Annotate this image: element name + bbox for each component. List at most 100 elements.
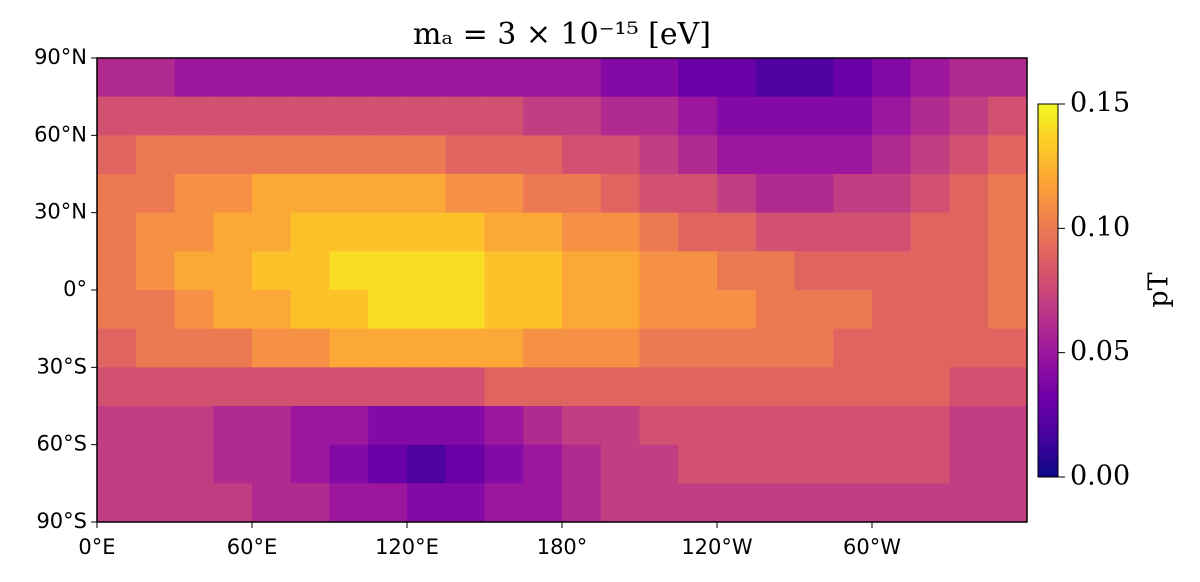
heat-cell [833,483,873,523]
heat-cell [407,367,447,407]
heat-cell [949,367,989,407]
heat-cell [910,367,950,407]
heat-cell [755,328,795,368]
heat-cell [833,135,873,175]
heat-cell [678,251,718,291]
heat-cell [872,251,912,291]
heat-cell [445,135,485,175]
heat-cell [562,174,602,214]
heat-cell [407,328,447,368]
heat-cell [290,290,330,330]
heat-cell [988,212,1028,252]
heat-cell [755,367,795,407]
colorbar-tick-label: 0.15 [1070,88,1130,119]
heat-cell [213,290,253,330]
heat-cell [755,174,795,214]
heat-cell [523,367,563,407]
heat-cell [368,251,408,291]
heat-cell [135,367,175,407]
heat-cell [484,96,524,136]
heat-cell [523,58,563,98]
heat-cell [174,135,214,175]
heat-cell [600,96,640,136]
heat-cell [872,406,912,446]
heat-cell [290,58,330,98]
heat-cell [368,58,408,98]
heat-cell [252,444,292,484]
heat-cell [523,406,563,446]
heat-cell [910,444,950,484]
heat-cell [174,174,214,214]
heat-cell [523,251,563,291]
heat-cell [445,328,485,368]
heat-cell [717,367,757,407]
heat-cell [484,406,524,446]
heat-cell [445,212,485,252]
heat-cell [717,174,757,214]
heat-cell [949,58,989,98]
heat-cell [407,483,447,523]
chart-title: mₐ = 3 × 10⁻¹⁵ [eV] [413,17,711,52]
heat-cell [794,212,834,252]
heat-cell [678,96,718,136]
heat-cell [988,328,1028,368]
heat-cell [910,96,950,136]
heat-cell [329,483,369,523]
heat-cell [678,367,718,407]
heat-cell [639,135,679,175]
heat-cell [368,174,408,214]
heat-cell [484,444,524,484]
heat-cell [910,328,950,368]
heat-cell [562,58,602,98]
heat-cell [988,58,1028,98]
heat-cell [639,406,679,446]
heat-cell [97,251,137,291]
heat-cell [678,290,718,330]
heat-cell [639,483,679,523]
heat-cell [97,174,137,214]
heat-cell [678,135,718,175]
heat-cell [174,96,214,136]
heat-cell [135,290,175,330]
heat-cell [717,251,757,291]
heat-cell [872,290,912,330]
heatmap [97,58,1028,523]
heat-cell [755,290,795,330]
heat-cell [97,367,137,407]
heat-cell [833,251,873,291]
heat-cell [600,406,640,446]
heat-cell [368,212,408,252]
heat-cell [717,212,757,252]
heat-cell [988,367,1028,407]
heat-cell [988,251,1028,291]
heat-cell [135,483,175,523]
heat-cell [988,135,1028,175]
heat-cell [484,212,524,252]
heat-cell [872,58,912,98]
heat-cell [213,406,253,446]
heat-cell [910,174,950,214]
heat-cell [329,135,369,175]
heat-cell [290,406,330,446]
heat-cell [910,251,950,291]
heat-cell [135,135,175,175]
heat-cell [794,483,834,523]
heat-cell [290,251,330,291]
heat-cell [833,174,873,214]
heat-cell [872,367,912,407]
heat-cell [213,483,253,523]
heat-cell [988,174,1028,214]
heat-cell [523,290,563,330]
heat-cell [794,135,834,175]
y-tick-label: 90°N [34,45,87,69]
heat-cell [484,251,524,291]
heat-cell [910,406,950,446]
heat-cell [872,444,912,484]
heat-cell [213,174,253,214]
heat-cell [407,135,447,175]
heat-cell [252,251,292,291]
heat-cell [290,135,330,175]
heat-cell [135,58,175,98]
heat-cell [252,367,292,407]
heat-cell [988,96,1028,136]
